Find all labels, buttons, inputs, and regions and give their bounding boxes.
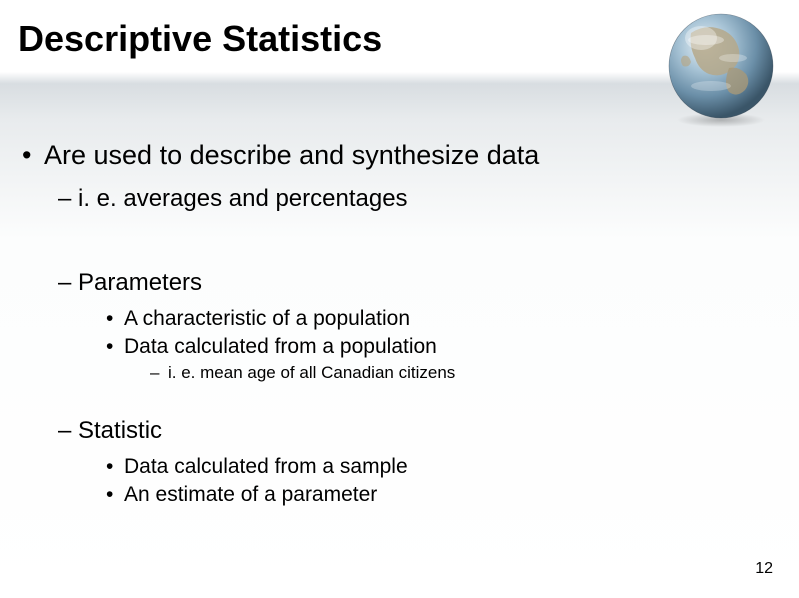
bullet-level1: Are used to describe and synthesize data bbox=[18, 140, 781, 171]
bullet-level3: Data calculated from a sample bbox=[18, 455, 781, 479]
bullet-level4: i. e. mean age of all Canadian citizens bbox=[18, 363, 781, 383]
bullet-level2: Parameters bbox=[18, 269, 781, 297]
bullet-level2: Statistic bbox=[18, 417, 781, 445]
bullet-level3: A characteristic of a population bbox=[18, 307, 781, 331]
slide-body: Are used to describe and synthesize data… bbox=[18, 140, 781, 511]
page-number: 12 bbox=[755, 560, 773, 578]
bullet-level3: An estimate of a parameter bbox=[18, 483, 781, 507]
globe-icon bbox=[661, 8, 781, 128]
bullet-level3: Data calculated from a population bbox=[18, 335, 781, 359]
bullet-level2: i. e. averages and percentages bbox=[18, 185, 781, 213]
slide-title: Descriptive Statistics bbox=[18, 18, 382, 60]
